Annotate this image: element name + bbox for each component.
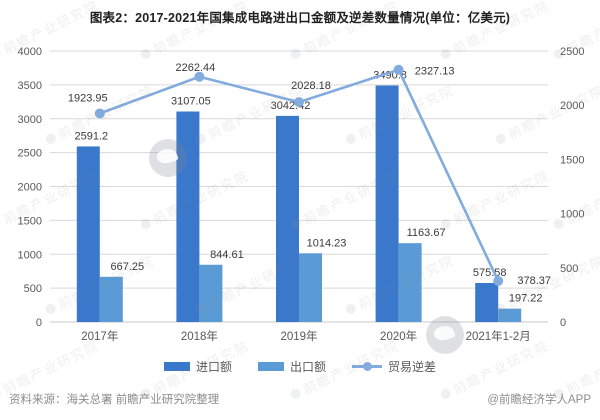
value-label-export: 1163.67 [407, 227, 446, 239]
right-axis-tick: 2500 [560, 46, 584, 58]
source-note: 资料来源：海关总署 前瞻产业研究院整理 [9, 394, 220, 406]
chart-title: 图表2：2017-2021年国集成电路进出口金额及逆差数量情况(单位：亿美元) [89, 11, 511, 25]
x-axis-label: 2018年 [181, 329, 218, 343]
credit-note: @前瞻经济学人APP [487, 394, 591, 406]
right-axis-tick: 1500 [560, 154, 584, 166]
left-axis-tick: 500 [24, 283, 42, 295]
left-axis-tick: 1000 [18, 249, 42, 261]
bar-import [475, 283, 499, 322]
value-label-deficit: 2028.18 [291, 80, 331, 92]
bar-import [375, 85, 399, 323]
x-axis-label: 2020年 [380, 329, 417, 343]
legend-label-deficit: 贸易逆差 [388, 359, 437, 374]
value-label-deficit: 2327.13 [415, 66, 455, 78]
deficit-marker [493, 275, 504, 286]
left-axis-tick: 2000 [18, 182, 42, 194]
deficit-marker [94, 108, 105, 119]
legend-item-export: 出口额 [257, 358, 326, 375]
import-swatch-icon [163, 361, 190, 371]
value-label-deficit: 378.37 [517, 275, 551, 287]
bar-export [299, 253, 322, 322]
value-label-export: 1014.23 [307, 237, 347, 249]
value-label-import: 575.58 [473, 267, 507, 279]
right-axis-tick: 1000 [560, 209, 584, 221]
left-axis-tick: 1500 [18, 215, 42, 227]
chart-legend: 进口额 出口额 贸易逆差 [0, 357, 600, 375]
bar-export [498, 308, 522, 322]
x-axis-label: 2021年1-2月 [466, 329, 531, 343]
bar-export [99, 276, 123, 322]
left-axis-tick: 3500 [18, 80, 42, 92]
footer: 资料来源：海关总署 前瞻产业研究院整理 @前瞻经济学人APP [0, 391, 600, 407]
legend-item-import: 进口额 [163, 358, 232, 375]
value-label-export: 197.22 [509, 293, 543, 305]
bar-import [76, 146, 100, 322]
deficit-line-swatch-icon [352, 361, 382, 371]
value-label-deficit: 2262.44 [176, 62, 216, 74]
deficit-marker [393, 64, 404, 75]
legend-item-deficit: 贸易逆差 [352, 358, 436, 375]
value-label-export: 667.25 [110, 261, 144, 273]
x-axis-label: 2019年 [280, 329, 317, 343]
bar-export [398, 243, 422, 322]
export-swatch-icon [257, 361, 284, 371]
bar-import [276, 115, 299, 323]
left-axis-tick: 0 [36, 317, 42, 329]
bar-export [199, 264, 223, 322]
right-axis-tick: 0 [560, 317, 566, 329]
left-axis-tick: 2500 [18, 148, 42, 160]
left-axis-tick: 3000 [18, 114, 42, 126]
x-axis-label: 2017年 [81, 329, 118, 343]
legend-label-import: 进口额 [195, 359, 232, 374]
value-label-export: 844.61 [210, 249, 244, 261]
value-label-import: 3107.05 [171, 95, 211, 107]
deficit-marker [294, 97, 304, 108]
right-axis-tick: 500 [560, 263, 578, 275]
deficit-marker [194, 71, 205, 82]
value-label-deficit: 1923.95 [68, 92, 108, 104]
right-axis-tick: 2000 [560, 100, 584, 112]
legend-label-export: 出口额 [289, 359, 326, 374]
bar-import [176, 111, 200, 322]
value-label-import: 2591.2 [74, 130, 108, 142]
left-axis-tick: 4000 [18, 46, 42, 58]
